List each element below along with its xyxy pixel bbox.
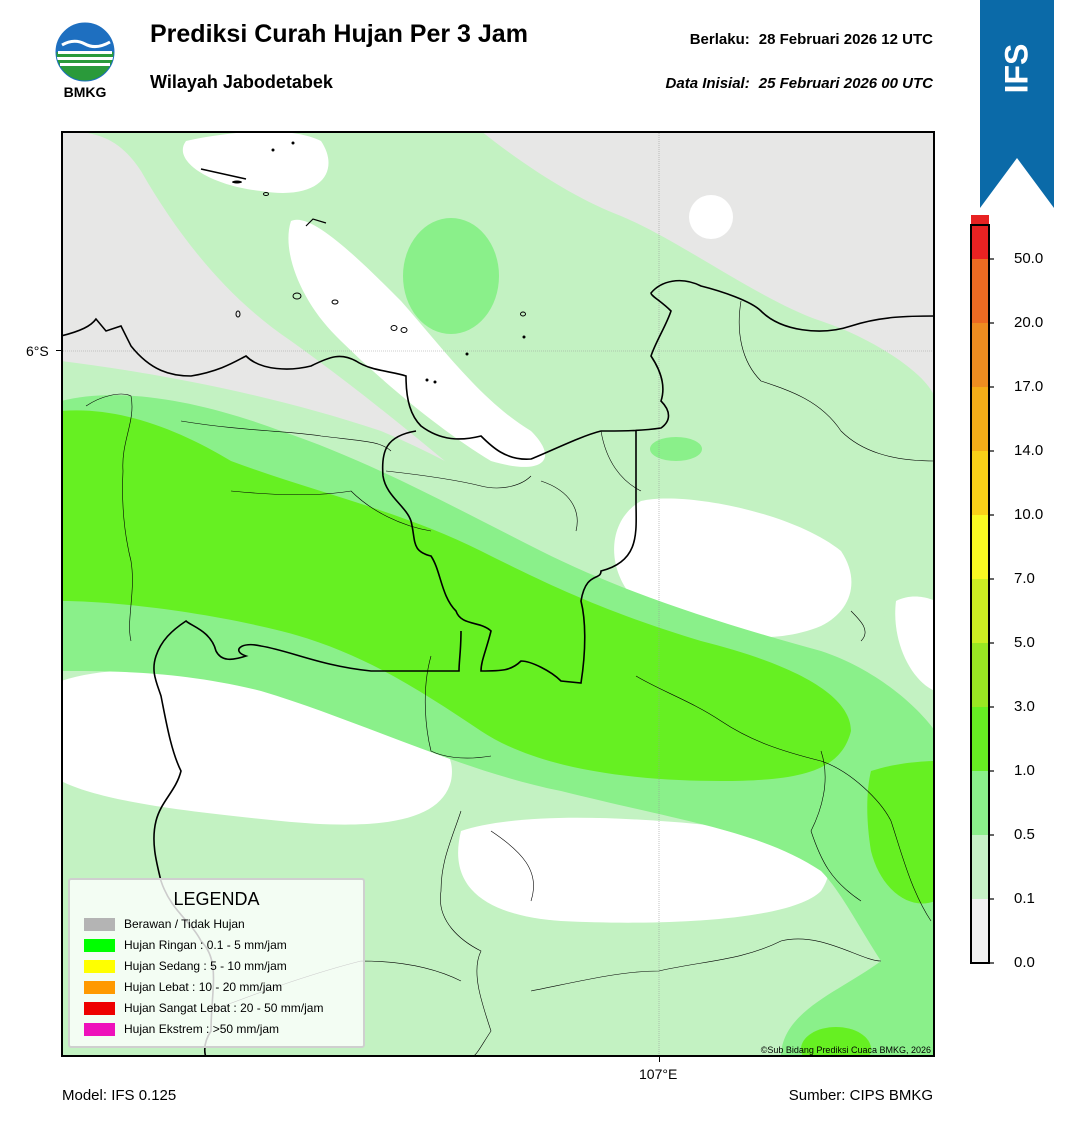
region-subtitle: Wilayah Jabodetabek: [150, 72, 333, 92]
colorbar-tick-label: 1.0: [1014, 762, 1035, 779]
island: [263, 192, 269, 196]
legend-label: Hujan Ekstrem : >50 mm/jam: [124, 1022, 280, 1036]
island: [425, 378, 429, 382]
colorbar-segment: [971, 387, 989, 451]
legend-label: Berawan / Tidak Hujan: [124, 917, 245, 931]
bmkg-emblem-icon: [55, 22, 115, 82]
rain-0-5-spot-north: [403, 218, 499, 334]
legend-swatch: [84, 917, 115, 931]
legend-item: Hujan Ringan : 0.1 - 5 mm/jam: [84, 938, 287, 952]
model-badge: IFS: [980, 0, 1054, 208]
colorbar-tick-label: 0.0: [1014, 954, 1035, 971]
dry-spot-ne: [689, 195, 733, 239]
legend-swatch: [84, 1001, 115, 1015]
valid-time: Berlaku: 28 Februari 2026 12 UTC: [690, 31, 933, 48]
coastline: [61, 279, 935, 460]
island: [400, 327, 408, 333]
colorbar-segment: [971, 451, 989, 515]
rain-1-0-spot-south: [801, 1027, 871, 1057]
dry-area-east: [614, 498, 852, 638]
colorbar-segment: [971, 323, 989, 387]
legend-item: Hujan Ekstrem : >50 mm/jam: [84, 1022, 279, 1036]
colorbar-tick-label: 17.0: [1014, 378, 1044, 395]
island: [200, 168, 247, 180]
valid-label: Berlaku:: [689, 31, 750, 48]
colorbar: [970, 215, 994, 964]
lon-tick: [659, 1057, 660, 1062]
legend-item: Hujan Sangat Lebat : 20 - 50 mm/jam: [84, 1001, 323, 1015]
dry-area-north: [182, 131, 329, 193]
legend-item: Hujan Lebat : 10 - 20 mm/jam: [84, 980, 282, 994]
legend-box: LEGENDA Berawan / Tidak Hujan Hujan Ring…: [68, 878, 365, 1048]
colorbar-tick-label: 5.0: [1014, 634, 1035, 651]
badge-text: IFS: [998, 43, 1035, 94]
dry-area-far-east: [895, 596, 935, 691]
page-title: Prediksi Curah Hujan Per 3 Jam: [150, 20, 528, 48]
map-frame: [61, 131, 935, 1057]
legend-swatch: [84, 959, 115, 973]
legend-swatch: [84, 980, 115, 994]
island: [271, 148, 275, 152]
colorbar-segment: [971, 215, 989, 259]
bmkg-logo: BMKG: [52, 20, 118, 102]
island: [292, 292, 302, 300]
init-label: Data Inisial:: [665, 75, 750, 92]
colorbar-segment: [971, 643, 989, 707]
island: [465, 352, 469, 356]
colorbar-tick-label: 50.0: [1014, 250, 1044, 267]
logo-text: BMKG: [63, 84, 107, 100]
legend-label: Hujan Sangat Lebat : 20 - 50 mm/jam: [124, 1001, 324, 1015]
lat-label: 6°S: [26, 343, 49, 359]
island: [433, 380, 437, 384]
island: [331, 299, 339, 305]
colorbar-tick-label: 10.0: [1014, 506, 1044, 523]
island: [522, 335, 526, 339]
colorbar-tick-label: 14.0: [1014, 442, 1044, 459]
legend-swatch: [84, 938, 115, 952]
colorbar-tick-label: 20.0: [1014, 314, 1044, 331]
colorbar-tick-label: 0.1: [1014, 890, 1035, 907]
rain-1-0-band: [61, 410, 851, 781]
source-info: Sumber: CIPS BMKG: [788, 1087, 933, 1104]
dry-area-sea: [288, 219, 546, 467]
island: [305, 218, 327, 227]
colorbar-segment: [971, 515, 989, 579]
colorbar-tick-label: 3.0: [1014, 698, 1035, 715]
colorbar-frame: [970, 224, 990, 964]
valid-value: 28 Februari 2026 12 UTC: [758, 31, 933, 48]
island: [232, 180, 242, 184]
legend-item: Hujan Sedang : 5 - 10 mm/jam: [84, 959, 287, 973]
colorbar-tick-label: 0.5: [1014, 826, 1035, 843]
colorbar-segment: [971, 707, 989, 771]
rain-1-0-spot-southeast: [867, 761, 935, 904]
legend-label: Hujan Ringan : 0.1 - 5 mm/jam: [124, 938, 287, 952]
island: [291, 141, 295, 145]
colorbar-segment: [971, 835, 989, 899]
model-info: Model: IFS 0.125: [62, 1087, 177, 1104]
initial-data-time: Data Inisial: 25 Februari 2026 00 UTC: [666, 75, 933, 92]
colorbar-tick-label: 7.0: [1014, 570, 1035, 587]
init-value: 25 Februari 2026 00 UTC: [758, 75, 933, 92]
legend-title: LEGENDA: [173, 889, 260, 909]
legend-label: Hujan Lebat : 10 - 20 mm/jam: [124, 980, 283, 994]
lon-label: 107°E: [639, 1066, 678, 1082]
legend-label: Hujan Sedang : 5 - 10 mm/jam: [124, 959, 287, 973]
island: [520, 311, 526, 317]
colorbar-segment: [971, 259, 989, 323]
island: [235, 310, 241, 318]
dry-area-south: [458, 817, 829, 923]
colorbar-segment: [971, 579, 989, 643]
colorbar-segment: [971, 771, 989, 835]
province-boundary: [381, 430, 637, 684]
colorbar-segment: [971, 899, 989, 963]
ribbon-icon: [980, 0, 1054, 208]
legend-item: Berawan / Tidak Hujan: [84, 917, 245, 931]
legend-swatch: [84, 1022, 115, 1036]
copyright-text: ©Sub Bidang Prediksi Cuaca BMKG, 2026: [761, 1045, 931, 1055]
lat-tick: [56, 350, 61, 351]
rain-0-5-spot-east: [650, 437, 702, 461]
island: [390, 325, 398, 331]
